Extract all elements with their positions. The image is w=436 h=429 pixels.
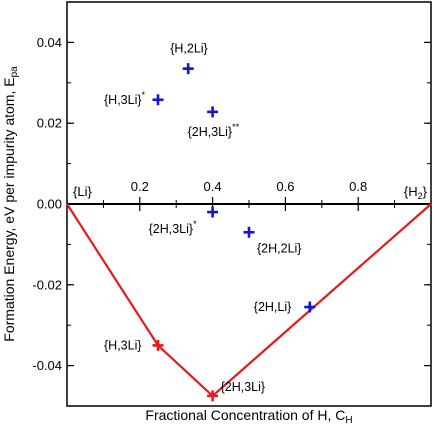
y-tick-label: 0.00 xyxy=(37,197,62,212)
point-label: {H,2Li} xyxy=(170,42,208,56)
x-tick-label: 0.8 xyxy=(349,179,367,194)
data-point xyxy=(152,94,164,106)
point-label: {2H,3Li}** xyxy=(188,122,240,139)
point-label: {2H,3Li}* xyxy=(149,219,197,236)
data-point xyxy=(182,63,194,75)
point-label: {2H,3Li} xyxy=(221,380,265,394)
y-tick-label: 0.02 xyxy=(37,116,62,131)
data-point xyxy=(304,301,316,313)
data-point xyxy=(207,206,219,218)
hull-line xyxy=(66,203,432,398)
labels-layer: {H,2Li} {H,3Li}* {2H,3Li}** {2H,3Li}* {2H,2L… xyxy=(104,42,301,394)
data-point xyxy=(243,226,255,238)
hull-layer xyxy=(66,203,432,398)
end-label-h2: {H2} xyxy=(404,184,428,201)
data-point xyxy=(207,106,219,118)
point-label: {H,3Li}* xyxy=(104,90,146,107)
x-tick-label: 0.6 xyxy=(276,179,294,194)
data-point xyxy=(207,390,219,402)
point-label: {H,3Li} xyxy=(104,338,142,352)
x-tick-label: 0.2 xyxy=(131,179,149,194)
points-layer xyxy=(152,63,316,402)
end-label-li: {Li} xyxy=(73,184,92,199)
y-tick-label: 0.04 xyxy=(37,35,62,50)
x-tick-label: 0.4 xyxy=(204,179,222,194)
x-axis-title: Fractional Concentration of H, CH xyxy=(145,407,352,426)
y-axis-title: Formation Energy, eV per impurity atom, … xyxy=(1,66,20,342)
point-label: {2H,2Li} xyxy=(257,241,301,255)
y-tick-label: -0.02 xyxy=(32,277,62,292)
point-label: {2H,Li} xyxy=(254,300,292,314)
ticks: 0.04 0.02 0.00 -0.02 -0.04 0.2 0.4 0.6 0.8 {Li} {H… xyxy=(32,1,431,407)
data-point xyxy=(152,339,164,351)
y-tick-label: -0.04 xyxy=(32,358,62,373)
